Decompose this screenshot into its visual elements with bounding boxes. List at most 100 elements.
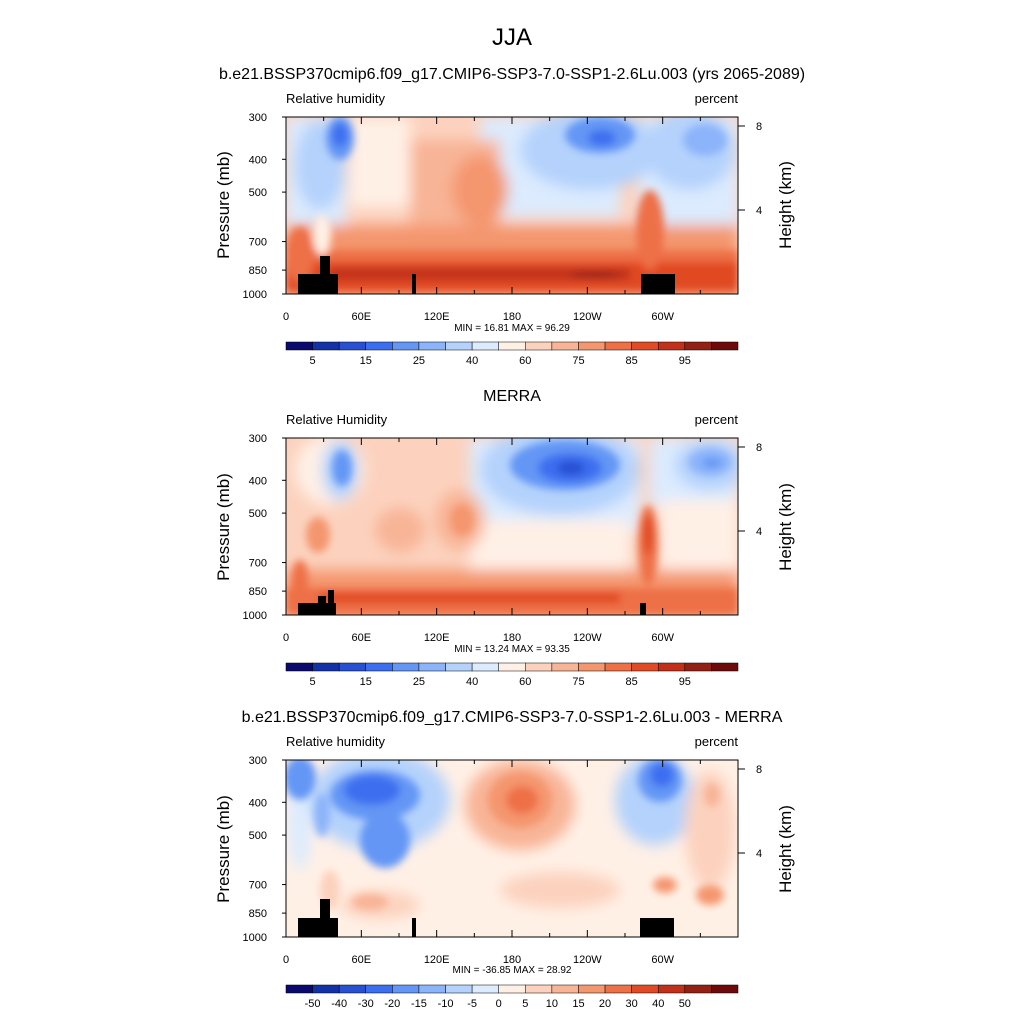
colorbar-swatch [551,984,579,994]
y-tick-label: 500 [249,508,267,520]
y-right-tick-label: 8 [756,442,762,454]
colorbar-swatch [631,984,659,994]
colorbar-swatch [551,662,579,672]
colorbar-swatch [525,662,553,672]
y-tick-label: 700 [249,237,267,249]
colorbar-swatch [578,341,606,351]
colorbar-label: 5 [310,355,316,367]
y-tick-label: 700 [249,880,267,892]
colorbar-label: 15 [572,998,584,1010]
colorbar-label: 40 [652,998,664,1010]
colorbar-swatch [445,662,473,672]
y-axis-title-right: Height (km) [776,805,795,893]
colorbar-label: 60 [519,676,531,688]
colorbar-swatch [285,341,313,351]
x-tick-label: 60W [651,632,674,644]
x-tick-label: 60W [651,954,674,966]
colorbar-swatch [604,662,632,672]
y-axis-title-right: Height (km) [776,161,795,249]
colorbar-swatch [338,341,367,351]
y-right-tick-label: 4 [756,205,762,217]
colorbar-swatch [684,662,712,672]
colorbar-swatch [578,984,606,994]
colorbar-swatch [711,984,739,994]
y-tick-label: 1000 [243,289,267,301]
y-right-tick-label: 4 [756,848,762,860]
colorbar-swatch [445,984,473,994]
x-tick-label: 60E [352,954,372,966]
min-max-label: MIN = 13.24 MAX = 93.35 [454,644,570,655]
colorbar-swatch [365,662,393,672]
colorbar: -50 -40 -30 -20 -15 -10 -5 0 5 10 15 20 30 40 50 [285,984,739,1010]
y-axis-title: Pressure (mb) [214,151,233,259]
x-tick-label: 0 [283,632,289,644]
y-tick-label: 850 [249,265,267,277]
x-tick-label: 60E [352,632,372,644]
panel-model: b.e21.BSSP370cmip6.f09_g17.CMIP6-SSP3-7.… [214,66,805,367]
colorbar-label: 85 [626,355,638,367]
colorbar-swatch [498,662,526,672]
colorbar-label: 75 [572,355,584,367]
y-tick-label: 850 [249,908,267,920]
colorbar-label: 25 [413,676,425,688]
colorbar-swatch [578,662,606,672]
colorbar-label: -15 [411,998,427,1010]
y-tick-label: 400 [249,797,267,809]
y-right-tick-label: 4 [756,526,762,538]
contour-field [286,760,738,937]
y-axis-title-right: Height (km) [776,483,795,571]
min-max-label: MIN = 16.81 MAX = 96.29 [454,323,570,334]
axes: 0 60E 120E 180 120W 60W 300 400 500 700 850 1000 8 4 [243,112,763,323]
colorbar-label: 75 [572,676,584,688]
colorbar-swatch [657,662,686,672]
colorbar-swatch [657,341,686,351]
colorbar-swatch [684,341,712,351]
x-tick-label: 180 [503,632,521,644]
x-tick-label: 60W [651,311,674,323]
colorbar-swatch [312,662,340,672]
colorbar-label: 15 [360,355,372,367]
colorbar-label: 5 [310,676,316,688]
x-tick-label: 180 [503,311,521,323]
y-tick-label: 700 [249,558,267,570]
colorbar: 5 15 25 40 60 75 85 95 [285,662,739,688]
colorbar-swatch [418,341,446,351]
colorbar-swatch [711,341,739,351]
colorbar-label: 40 [466,355,478,367]
colorbar-label: -20 [384,998,400,1010]
y-tick-label: 500 [249,830,267,842]
y-right-tick-label: 8 [756,121,762,133]
x-tick-label: 60E [352,311,372,323]
colorbar-swatch [525,984,553,994]
y-axis-title: Pressure (mb) [214,795,233,903]
units-label: percent [695,412,739,427]
y-tick-label: 400 [249,154,267,166]
x-tick-label: 180 [503,954,521,966]
colorbar-label: 15 [360,676,372,688]
colorbar-swatch [338,662,367,672]
x-tick-label: 120E [424,954,450,966]
colorbar-label: 30 [626,998,638,1010]
colorbar-label: -10 [438,998,454,1010]
colorbar-swatch [471,662,499,672]
colorbar-label: 10 [546,998,558,1010]
colorbar-swatch [285,662,313,672]
contour-field [286,117,738,294]
y-tick-label: 300 [249,433,267,445]
colorbar-label: -30 [358,998,374,1010]
colorbar-swatch [445,341,473,351]
colorbar: 5 15 25 40 60 75 85 95 [285,341,739,367]
y-right-tick-label: 8 [756,764,762,776]
y-axis-title: Pressure (mb) [214,473,233,581]
axes: 0 60E 120E 180 120W 60W 300 400 500 700 850 1000 8 4 [243,755,763,966]
y-tick-label: 1000 [243,610,267,622]
colorbar-swatch [551,341,579,351]
x-tick-label: 120W [573,954,602,966]
colorbar-label: 40 [466,676,478,688]
y-tick-label: 400 [249,475,267,487]
variable-label: Relative humidity [286,91,385,106]
variable-label: Relative humidity [286,734,385,749]
contour-field [286,438,738,615]
y-tick-label: 1000 [243,932,267,944]
